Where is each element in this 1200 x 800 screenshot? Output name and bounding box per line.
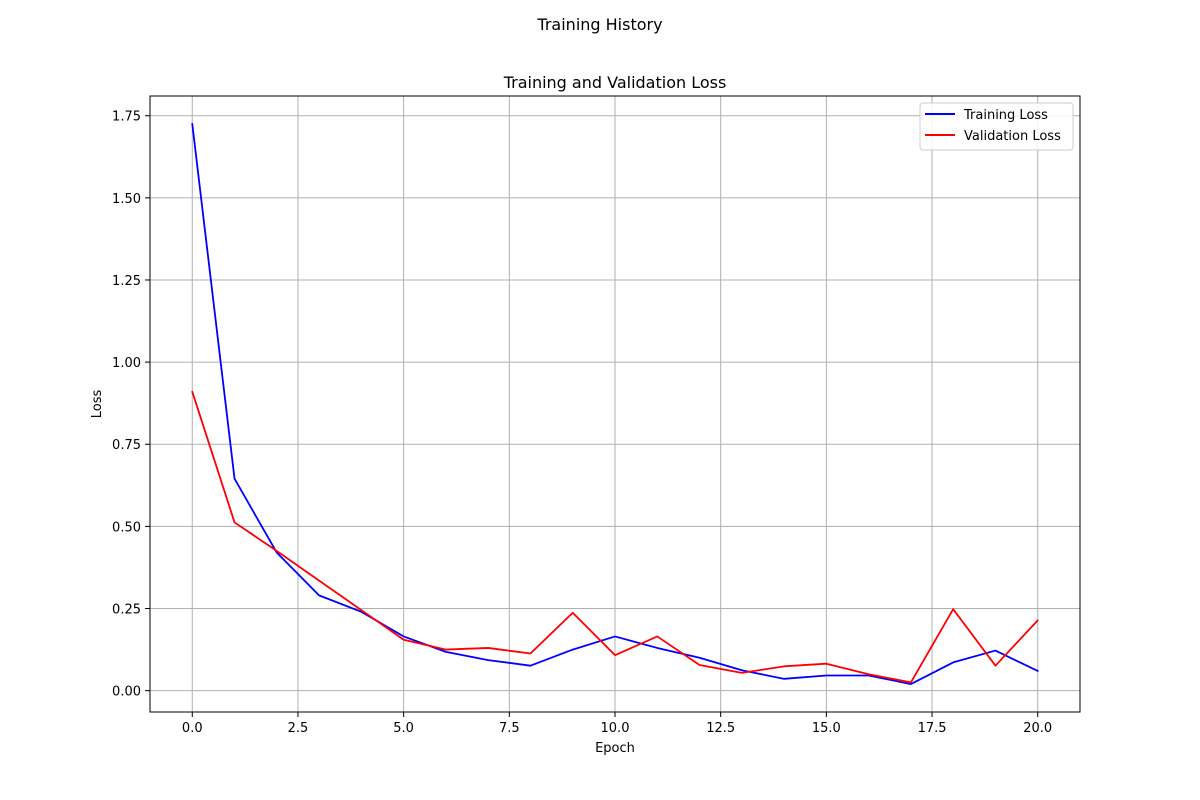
y-axis-ticks: 0.00 0.25 0.50 0.75 1.00 1.25 1.50 1.75	[112, 110, 150, 700]
x-tick-label: 5.0	[393, 721, 414, 736]
x-axis-label: Epoch	[595, 741, 635, 756]
x-tick-label: 0.0	[182, 721, 203, 736]
legend-box	[919, 102, 1074, 151]
legend-label-validation-loss: Validation Loss	[964, 129, 1061, 144]
figure-suptitle: Training History	[536, 15, 662, 34]
x-tick-label: 15.0	[812, 721, 841, 736]
series-lines	[191, 123, 1039, 685]
y-tick-label: 0.75	[112, 438, 141, 453]
y-tick-label: 1.25	[112, 274, 141, 289]
y-tick-label: 1.00	[112, 356, 141, 371]
x-tick-label: 20.0	[1023, 721, 1052, 736]
x-tick-label: 7.5	[499, 721, 520, 736]
series-line-training-loss	[191, 123, 1039, 685]
y-tick-label: 1.50	[112, 192, 141, 207]
y-tick-label: 0.50	[112, 520, 141, 535]
x-tick-label: 10.0	[601, 721, 630, 736]
series-line-validation-loss	[191, 390, 1039, 684]
legend-label-training-loss: Training Loss	[963, 108, 1048, 123]
x-tick-label: 17.5	[918, 721, 947, 736]
x-tick-label: 2.5	[288, 721, 309, 736]
x-tick-label: 12.5	[706, 721, 735, 736]
y-tick-label: 0.25	[112, 603, 141, 618]
grid-lines	[150, 96, 1080, 712]
legend: Training Loss Validation Loss	[919, 102, 1074, 151]
y-tick-label: 1.75	[112, 110, 141, 125]
x-axis-ticks: 0.0 2.5 5.0 7.5 10.0 12.5 15.0 17.5 20.0	[182, 712, 1052, 736]
y-tick-label: 0.00	[112, 685, 141, 700]
chart-title: Training and Validation Loss	[503, 73, 727, 92]
y-axis-label: Loss	[90, 390, 105, 419]
